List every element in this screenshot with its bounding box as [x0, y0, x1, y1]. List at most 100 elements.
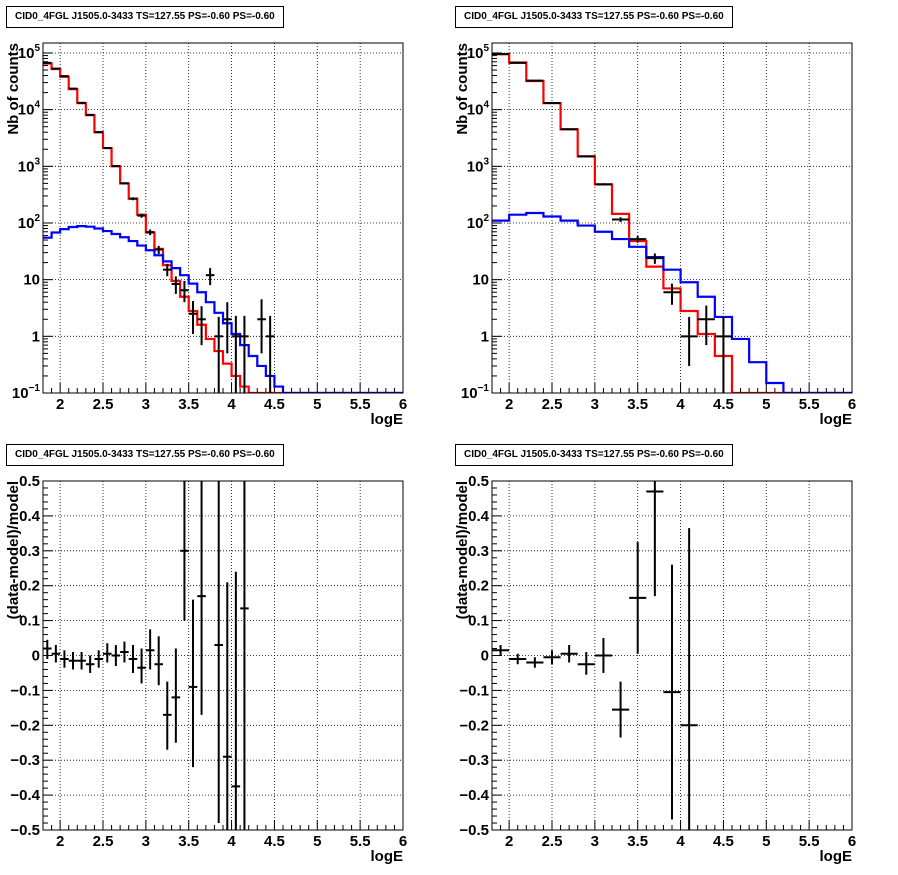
- panel-top-right: 2 2.5 3 3.5 4 4.5 5 5.5 6 10−1 1 10 102 103 104 105 logE…: [454, 42, 856, 428]
- data-point: [223, 302, 232, 354]
- data-point: [197, 306, 206, 346]
- data-point: [111, 645, 121, 666]
- x-tick-label: 5: [313, 833, 321, 850]
- y-tick-label: 10−1: [12, 383, 41, 402]
- x-tick-label: 3: [142, 833, 150, 850]
- data-point: [240, 481, 249, 830]
- data-point: [492, 645, 510, 656]
- data-point: [171, 276, 181, 294]
- data-point: [205, 268, 215, 286]
- y-tick-label: 104: [18, 100, 41, 119]
- ticks: [491, 480, 853, 831]
- grid: [43, 481, 403, 830]
- histogram-series-red: [492, 53, 852, 393]
- x-tick-label: 3: [591, 396, 599, 413]
- x-tick-label: 3.5: [178, 396, 199, 413]
- x-tick-label: 3.5: [627, 396, 648, 413]
- y-tick-label: 0: [32, 648, 40, 665]
- data-point: [68, 87, 78, 90]
- data-point: [543, 102, 561, 105]
- plot-frame: [42, 480, 404, 831]
- y-tick-label: 105: [467, 43, 490, 62]
- y-tick-label: 103: [467, 156, 490, 175]
- data-point: [60, 650, 69, 668]
- x-tick-label: 5.5: [799, 396, 820, 413]
- data-point: [526, 79, 544, 82]
- data-point: [594, 183, 612, 186]
- data-point: [612, 217, 630, 223]
- plot-title: CID0_4FGL J1505.0-3433 TS=127.55 PS=-0.6…: [6, 444, 284, 466]
- x-axis-label: logE: [820, 848, 853, 865]
- y-tick-label: 102: [18, 213, 41, 232]
- x-tick-label: 6: [848, 396, 856, 413]
- data-point: [663, 564, 681, 820]
- data-point: [629, 235, 647, 243]
- data-point: [214, 481, 223, 824]
- y-tick-label: 105: [18, 43, 41, 62]
- data-point: [103, 643, 112, 663]
- data-point: [77, 652, 86, 670]
- y-tick-label: 10: [472, 272, 489, 289]
- panel-bottom-right: 2 2.5 3 3.5 4 4.5 5 5.5 6 −0.5 −0.4 −0.3 −0.2 −0.1 0 0.…: [454, 473, 856, 865]
- data-point: [137, 213, 146, 218]
- y-tick-label: 0.2: [19, 578, 40, 595]
- data-point: [85, 655, 95, 673]
- data-point: [103, 147, 112, 150]
- x-tick-label: 4.5: [264, 396, 285, 413]
- y-axis-label: (data-model)/model: [454, 481, 471, 619]
- data-point: [120, 182, 129, 185]
- y-tick-label: −0.4: [10, 787, 40, 804]
- data-point: [257, 299, 266, 354]
- panel-bottom-left: 2 2.5 3 3.5 4 4.5 5 5.5 6 −0.5 −0.4 −0.3 −0.2 −0.1 0 0.…: [5, 473, 407, 865]
- y-tick-label: 104: [467, 100, 490, 119]
- x-tick-label: 5: [313, 396, 321, 413]
- y-tick-label: 0.5: [19, 473, 40, 490]
- grid: [43, 43, 403, 393]
- y-tick-label: −0.3: [10, 752, 40, 769]
- y-tick-label: 0.4: [468, 508, 490, 525]
- y-tick-label: 0.1: [468, 613, 489, 630]
- x-tick-label: 6: [848, 833, 856, 850]
- y-tick-label: −0.2: [10, 717, 40, 734]
- x-tick-label: 2.5: [542, 396, 563, 413]
- y-tick-label: −0.1: [10, 682, 40, 699]
- data-point: [612, 681, 630, 738]
- data-point: [646, 481, 664, 597]
- ticks: [42, 52, 404, 394]
- y-axis-label: Nb of counts: [454, 43, 471, 135]
- x-tick-label: 5.5: [350, 396, 371, 413]
- data-point: [163, 681, 172, 750]
- x-tick-label: 3: [591, 833, 599, 850]
- data-point: [145, 629, 155, 670]
- x-tick-label: 2: [56, 833, 64, 850]
- x-tick-label: 5: [762, 833, 770, 850]
- x-tick-label: 4: [227, 833, 236, 850]
- data-point: [240, 315, 249, 393]
- y-tick-label: 1: [481, 328, 489, 345]
- data-point: [560, 128, 578, 131]
- data-point: [180, 481, 189, 621]
- x-tick-label: 2.5: [542, 833, 563, 850]
- x-tick-label: 4: [676, 833, 685, 850]
- x-tick-label: 2: [505, 833, 513, 850]
- data-point: [43, 639, 52, 659]
- data-point: [646, 253, 664, 264]
- x-axis-label: logE: [371, 411, 404, 428]
- data-point: [94, 650, 103, 668]
- y-tick-label: 10: [23, 272, 40, 289]
- data-point: [120, 641, 129, 663]
- data-point: [77, 101, 86, 104]
- plot-area: [43, 481, 249, 830]
- x-tick-label: 4: [676, 396, 685, 413]
- y-tick-label: 103: [18, 156, 41, 175]
- data-point: [85, 113, 95, 116]
- data-point: [594, 638, 612, 673]
- x-tick-label: 4: [227, 396, 236, 413]
- y-tick-label: 1: [32, 328, 40, 345]
- data-point: [180, 280, 189, 303]
- data-point: [51, 645, 61, 663]
- x-tick-label: 2: [56, 396, 64, 413]
- histogram-series-blue: [43, 225, 403, 393]
- data-point: [577, 652, 595, 675]
- histogram-series-blue: [492, 211, 852, 393]
